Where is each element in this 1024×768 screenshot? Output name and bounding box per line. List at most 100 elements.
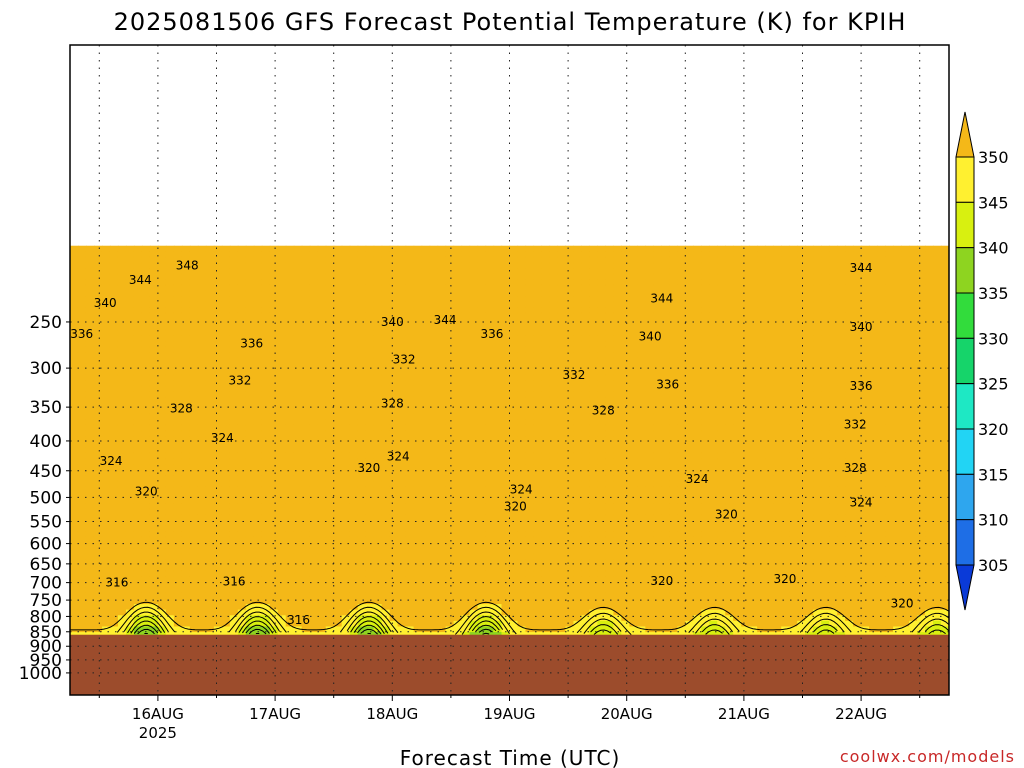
heatmap-cell — [85, 531, 95, 538]
heatmap-cell — [205, 553, 215, 560]
heatmap-cell — [213, 290, 223, 297]
heatmap-cell — [597, 508, 606, 516]
heatmap-cell — [429, 464, 439, 471]
heatmap-cell — [133, 548, 143, 555]
heatmap-cell — [573, 307, 583, 314]
heatmap-cell — [573, 324, 583, 331]
heatmap-cell — [389, 458, 399, 465]
heatmap-cell — [333, 458, 343, 465]
heatmap-cell — [85, 307, 95, 314]
heatmap-cell — [381, 497, 391, 504]
heatmap-cell — [165, 340, 175, 348]
heatmap-cell — [629, 413, 638, 420]
heatmap-cell — [445, 340, 455, 348]
heatmap-cell — [581, 492, 591, 499]
heatmap-cell — [101, 458, 111, 465]
heatmap-cell — [301, 368, 311, 376]
heatmap-cell — [469, 592, 479, 600]
heatmap-cell — [309, 346, 319, 353]
heatmap-cell — [237, 245, 247, 252]
heatmap-cell — [349, 335, 359, 342]
heatmap-cell — [221, 536, 231, 544]
heatmap-cell — [125, 609, 135, 616]
heatmap-cell — [589, 268, 598, 275]
heatmap-cell — [213, 520, 223, 527]
heatmap-cell — [629, 279, 638, 286]
heatmap-cell — [189, 536, 199, 544]
heatmap-cell — [117, 525, 127, 532]
heatmap-cell — [317, 531, 327, 538]
heatmap-cell — [149, 290, 159, 297]
heatmap-cell — [477, 368, 487, 376]
heatmap-cell — [381, 458, 391, 465]
heatmap-cell — [405, 469, 415, 476]
heatmap-cell — [381, 301, 391, 308]
heatmap-cell — [333, 419, 343, 426]
heatmap-cell — [501, 620, 511, 628]
heatmap-cell — [125, 447, 135, 454]
heatmap-cell — [637, 256, 646, 264]
heatmap-cell — [109, 508, 119, 516]
heatmap-cell — [557, 296, 567, 303]
heatmap-cell — [605, 352, 614, 359]
heatmap-cell — [70, 318, 79, 325]
heatmap-cell — [485, 581, 495, 588]
heatmap-cell — [421, 419, 431, 426]
heatmap-cell — [341, 262, 351, 269]
heatmap-cell — [101, 548, 111, 555]
heatmap-cell — [629, 458, 638, 465]
heatmap-cell — [221, 497, 231, 504]
heatmap-cell — [533, 452, 543, 460]
heatmap-cell — [573, 385, 583, 392]
heatmap-cell — [317, 312, 327, 320]
heatmap-cell — [565, 559, 575, 566]
heatmap-cell — [237, 452, 247, 460]
heatmap-cell — [85, 396, 95, 404]
heatmap-cell — [333, 525, 343, 532]
heatmap-cell — [429, 312, 439, 320]
heatmap-cell — [541, 536, 551, 544]
heatmap-cell — [85, 284, 95, 292]
heatmap-cell — [373, 548, 383, 555]
heatmap-cell — [541, 531, 551, 538]
heatmap-cell — [221, 301, 231, 308]
heatmap-cell — [173, 368, 183, 376]
heatmap-cell — [605, 419, 614, 426]
heatmap-cell — [125, 475, 135, 482]
heatmap-cell — [93, 368, 103, 376]
heatmap-cell — [597, 318, 606, 325]
heatmap-cell — [381, 368, 391, 376]
heatmap-cell — [517, 520, 527, 527]
heatmap-cell — [589, 391, 598, 398]
heatmap-cell — [205, 262, 215, 269]
heatmap-cell — [445, 251, 455, 258]
heatmap-cell — [589, 536, 598, 544]
heatmap-cell — [333, 357, 343, 364]
heatmap-cell — [285, 430, 295, 437]
heatmap-cell — [413, 363, 423, 370]
heatmap-cell — [573, 363, 583, 370]
heatmap-cell — [149, 335, 159, 342]
heatmap-cell — [453, 391, 463, 398]
heatmap-cell — [133, 441, 143, 448]
heatmap-cell — [373, 492, 383, 499]
heatmap-cell — [525, 514, 535, 521]
heatmap-cell — [429, 469, 439, 476]
heatmap-cell — [229, 564, 239, 572]
heatmap-cell — [149, 296, 159, 303]
heatmap-cell — [397, 352, 407, 359]
heatmap-cell — [613, 587, 622, 594]
heatmap-cell — [589, 570, 598, 577]
heatmap-cell — [253, 497, 263, 504]
heatmap-cell — [381, 615, 391, 622]
heatmap-cell — [445, 520, 455, 527]
heatmap-cell — [197, 245, 207, 252]
heatmap-cell — [341, 352, 351, 359]
heatmap-cell — [157, 262, 167, 269]
heatmap-cell — [509, 296, 519, 303]
heatmap-cell — [70, 514, 79, 521]
heatmap-cell — [141, 430, 151, 437]
heatmap-cell — [621, 312, 630, 320]
heatmap-cell — [581, 581, 591, 588]
heatmap-cell — [445, 475, 455, 482]
